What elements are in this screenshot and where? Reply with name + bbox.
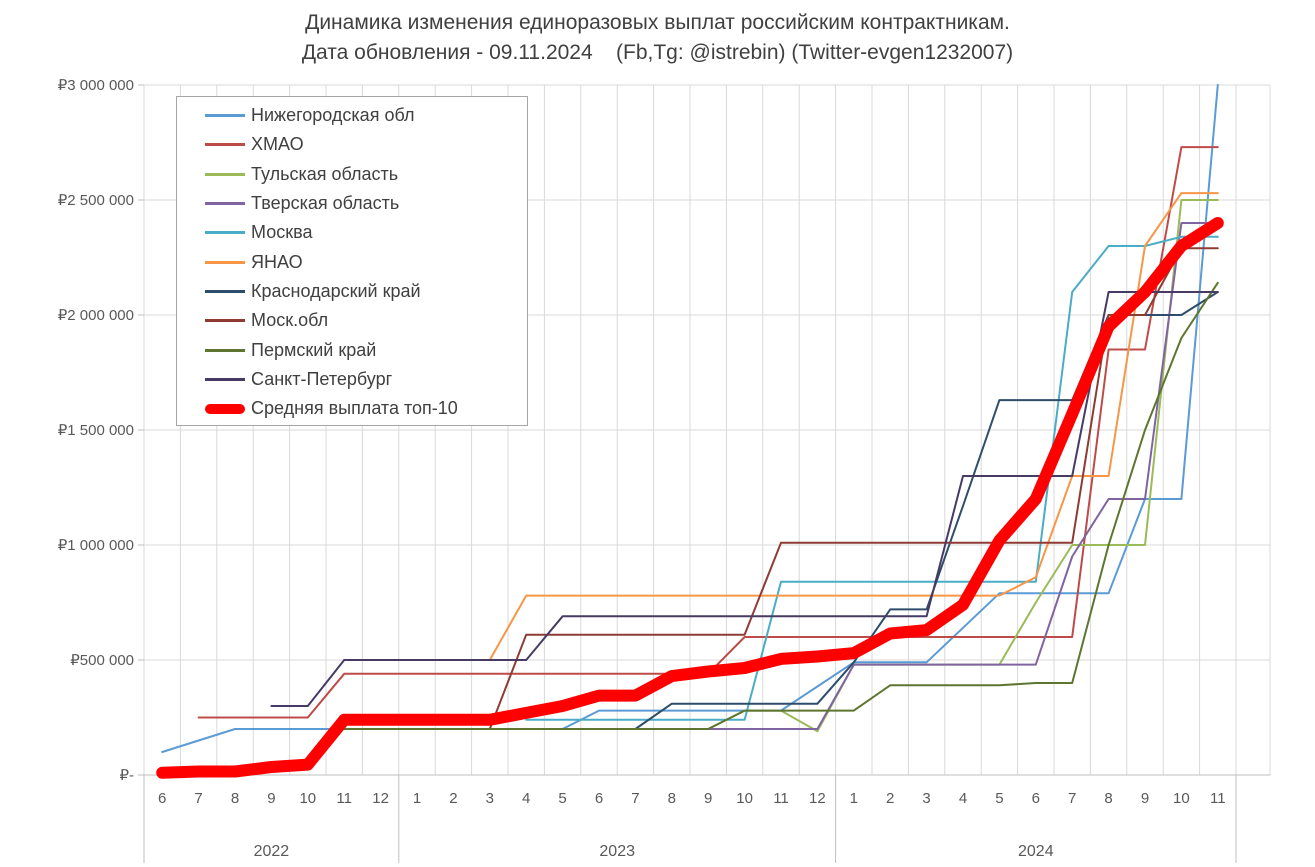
- x-month-label: 8: [231, 790, 239, 807]
- legend-item-label: Тверская область: [251, 193, 400, 214]
- chart-title: Динамика изменения единоразовых выплат р…: [305, 11, 1010, 34]
- legend-line-swatch-icon: [205, 377, 245, 381]
- x-month-label: 7: [1068, 790, 1076, 807]
- y-axis-label: ₽500 000: [70, 652, 134, 669]
- legend-line-swatch-icon: [205, 403, 245, 414]
- x-month-label: 7: [194, 790, 202, 807]
- legend-item-label: Пермский край: [251, 339, 377, 360]
- x-month-label: 12: [809, 790, 826, 807]
- x-month-label: 10: [1173, 790, 1190, 807]
- x-month-label: 9: [1141, 790, 1149, 807]
- x-month-label: 12: [372, 790, 389, 807]
- legend-item-label: Моск.обл: [251, 310, 329, 331]
- y-axis-label: ₽1 500 000: [58, 422, 134, 439]
- legend-item: Средняя выплата топ-10: [205, 394, 527, 423]
- legend-item-label: Нижегородская обл: [251, 105, 415, 126]
- legend-item: Нижегородская обл: [205, 101, 527, 130]
- series-line: [270, 291, 1219, 707]
- x-month-label: 11: [1210, 790, 1226, 807]
- legend-line-swatch-icon: [205, 260, 245, 264]
- legend-item: Санкт-Петербург: [205, 365, 527, 394]
- x-month-label: 11: [773, 790, 789, 807]
- x-month-label: 5: [558, 790, 566, 807]
- x-month-label: 4: [959, 790, 967, 807]
- legend-line-swatch-icon: [205, 172, 245, 176]
- x-month-label: 9: [704, 790, 712, 807]
- legend-item: Москва: [205, 218, 527, 247]
- chart-legend: Нижегородская обл ХМАО Тульская область Тве…: [176, 96, 528, 426]
- legend-line-swatch-icon: [205, 143, 245, 147]
- legend-item-label: Краснодарский край: [251, 280, 421, 301]
- chart-title-block: Динамика изменения единоразовых выплат р…: [0, 8, 1315, 68]
- series-line: [343, 281, 1219, 730]
- legend-item-label: Средняя выплата топ-10: [251, 398, 458, 419]
- legend-line-swatch-icon: [205, 202, 245, 206]
- x-month-label: 6: [595, 790, 603, 807]
- legend-item: Пермский край: [205, 335, 527, 364]
- legend-item-label: Москва: [251, 222, 313, 243]
- legend-item: ЯНАО: [205, 247, 527, 276]
- legend-item-label: ХМАО: [251, 134, 304, 155]
- x-month-label: 4: [522, 790, 530, 807]
- legend-line-swatch-icon: [205, 348, 245, 352]
- x-month-label: 10: [736, 790, 753, 807]
- legend-item-label: Тульская область: [251, 163, 399, 184]
- x-month-label: 6: [158, 790, 166, 807]
- x-month-label: 9: [267, 790, 275, 807]
- y-axis-label: ₽2 500 000: [58, 192, 134, 209]
- legend-line-swatch-icon: [205, 114, 245, 118]
- legend-item: Моск.обл: [205, 306, 527, 335]
- x-month-label: 6: [1032, 790, 1040, 807]
- series-line: [156, 217, 1224, 779]
- x-month-label: 11: [336, 790, 352, 807]
- x-month-label: 7: [631, 790, 639, 807]
- legend-line-swatch-icon: [205, 289, 245, 293]
- x-month-label: 8: [1104, 790, 1112, 807]
- chart-subtitle: Дата обновления - 09.11.2024 (Fb,Tg: @is…: [301, 41, 1014, 64]
- x-month-label: 1: [850, 790, 858, 807]
- legend-item-label: Санкт-Петербург: [251, 368, 393, 389]
- legend-item: Краснодарский край: [205, 277, 527, 306]
- legend-item: Тверская область: [205, 189, 527, 218]
- x-month-label: 10: [299, 790, 316, 807]
- x-month-label: 2: [886, 790, 894, 807]
- x-month-label: 1: [413, 790, 421, 807]
- x-year-label: 2022: [254, 843, 290, 860]
- y-axis-label: ₽3 000 000: [58, 77, 134, 94]
- legend-line-swatch-icon: [205, 231, 245, 235]
- x-month-label: 3: [922, 790, 930, 807]
- x-month-label: 2: [449, 790, 457, 807]
- legend-line-swatch-icon: [205, 319, 245, 323]
- series-line: [525, 235, 1219, 721]
- x-month-label: 3: [486, 790, 494, 807]
- x-year-label: 2024: [1018, 843, 1054, 860]
- legend-item-label: ЯНАО: [251, 251, 303, 272]
- x-year-label: 2023: [599, 843, 635, 860]
- legend-item: Тульская область: [205, 160, 527, 189]
- y-axis-label: ₽-: [119, 767, 134, 784]
- y-axis-label: ₽1 000 000: [58, 537, 134, 554]
- x-month-label: 5: [995, 790, 1003, 807]
- y-axis-label: ₽2 000 000: [58, 307, 134, 324]
- legend-item: ХМАО: [205, 130, 527, 159]
- x-month-label: 8: [668, 790, 676, 807]
